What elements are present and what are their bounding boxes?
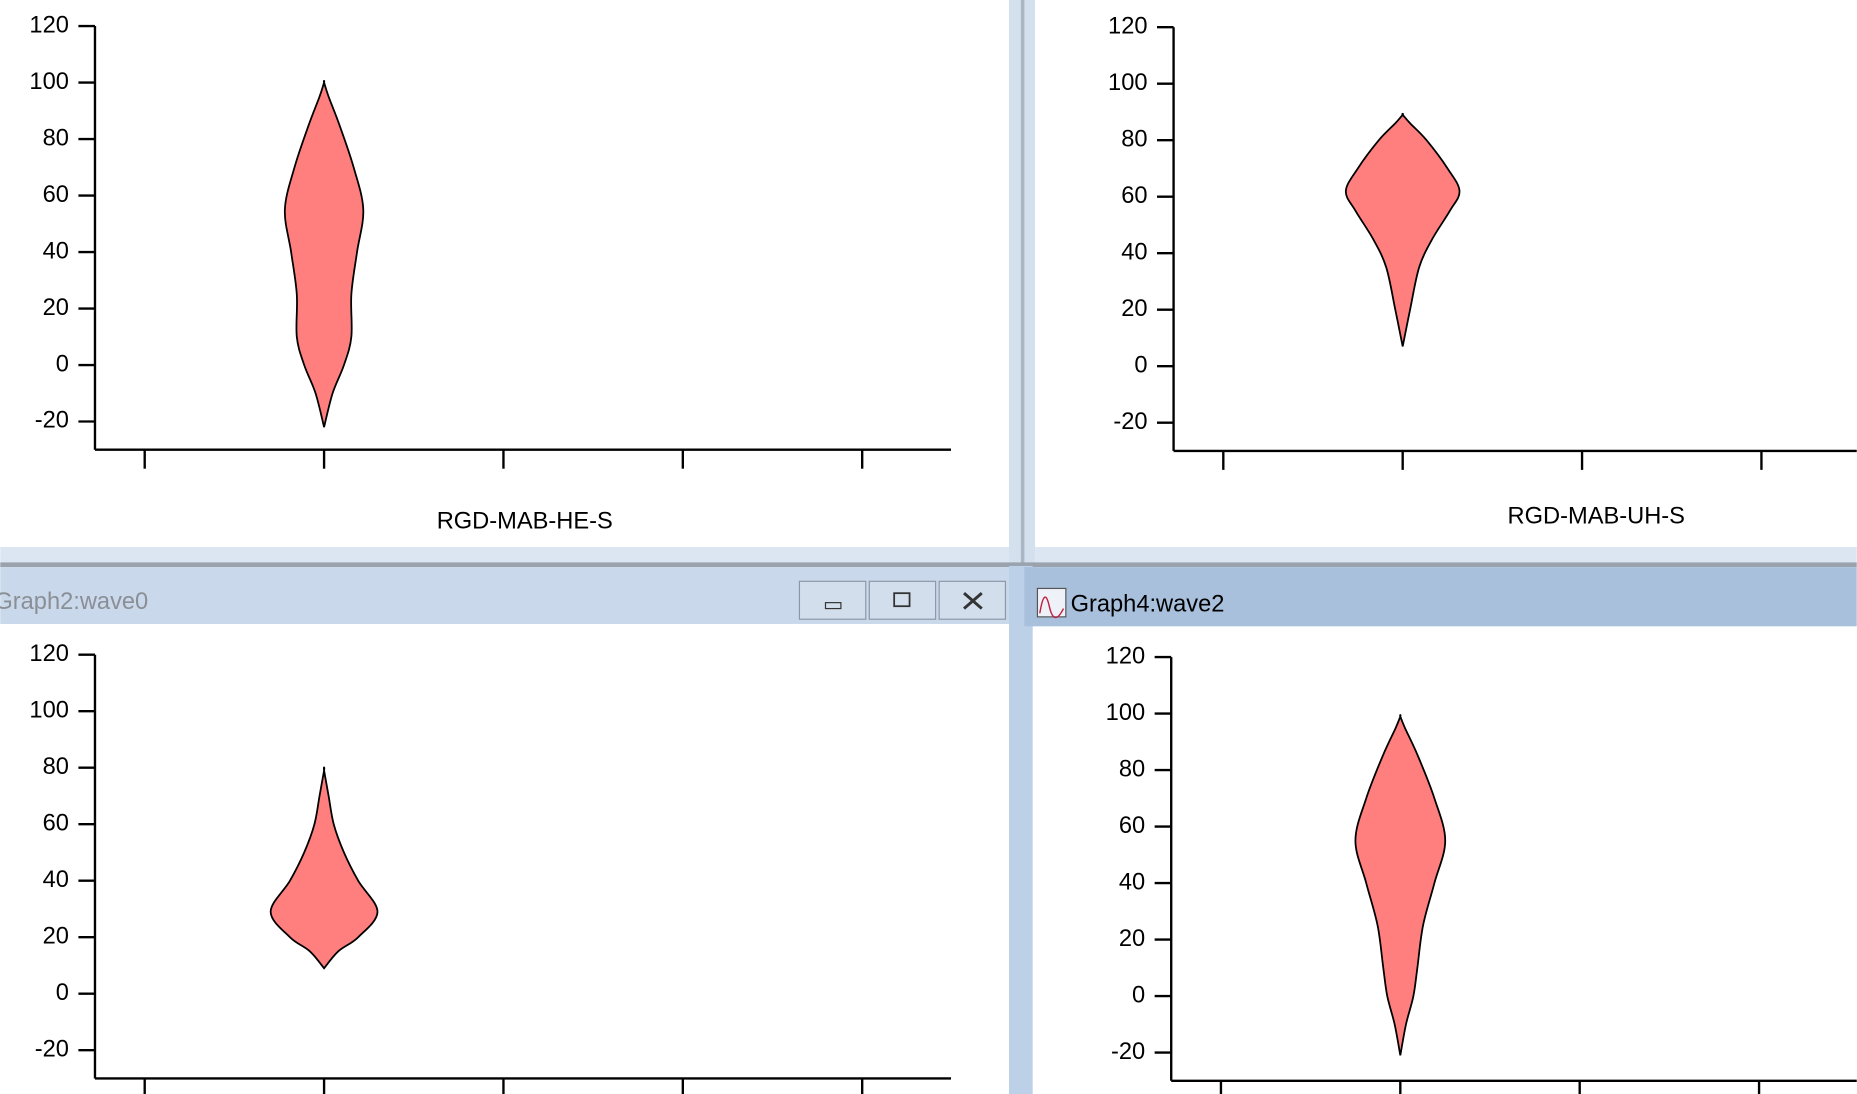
y-tick-label: 0	[56, 351, 69, 377]
y-tick-label: 100	[1106, 700, 1145, 726]
y-tick-label: 80	[43, 754, 69, 780]
y-tick-label: 60	[43, 810, 69, 836]
y-tick-label: 60	[43, 182, 69, 208]
y-tick-label: 20	[43, 295, 69, 321]
y-tick-label: 40	[43, 867, 69, 893]
y-tick-label: -20	[1113, 409, 1147, 435]
x-axis-label: RGD-MAB-HE-S	[437, 508, 613, 534]
minimize-icon	[824, 602, 842, 610]
y-tick-label: 100	[29, 69, 68, 95]
y-tick-label: 0	[56, 980, 69, 1006]
y-tick-label: 120	[29, 641, 68, 667]
violin	[1344, 112, 1461, 347]
violin	[283, 79, 365, 428]
minimize-button[interactable]	[798, 580, 867, 620]
y-tick-label: -20	[35, 1036, 69, 1062]
violin	[269, 766, 379, 970]
window-title: Graph2:wave0	[0, 589, 148, 615]
y-tick-label: -20	[35, 408, 69, 434]
y-tick-label: 40	[1119, 869, 1145, 895]
y-tick-label: 80	[43, 125, 69, 151]
charts: -20 0 20 40 60 80 100 120 RGD-MAB-HE-S -20 0 20 40 60…	[29, 12, 1857, 1094]
pane-border	[1020, 0, 1025, 566]
y-tick-label: 20	[43, 923, 69, 949]
pane-border	[1009, 565, 1033, 1094]
y-tick-label: 0	[1134, 352, 1147, 378]
y-tick-label: 120	[29, 12, 68, 38]
y-tick-label: 40	[1121, 239, 1147, 265]
y-tick-label: 120	[1106, 643, 1145, 669]
window-buttons	[798, 580, 1007, 620]
violin	[1354, 714, 1447, 1056]
y-tick-label: 120	[1108, 13, 1147, 39]
pane-border	[0, 562, 1857, 568]
y-tick-label: 60	[1121, 183, 1147, 209]
y-tick-label: 20	[1121, 296, 1147, 322]
window-title[interactable]: Graph4:wave2	[1071, 591, 1225, 617]
close-icon	[963, 592, 983, 610]
y-tick-label: 0	[1132, 982, 1145, 1008]
y-tick-label: 80	[1119, 756, 1145, 782]
y-tick-label: -20	[1111, 1039, 1145, 1065]
y-tick-label: 60	[1119, 813, 1145, 839]
maximize-button[interactable]	[868, 580, 937, 620]
y-tick-label: 100	[1108, 70, 1147, 96]
y-tick-label: 80	[1121, 126, 1147, 152]
title-bar	[1024, 567, 1857, 627]
graph-icon-line	[1039, 596, 1065, 619]
x-axis-label: RGD-MAB-UH-S	[1508, 504, 1685, 530]
maximize-icon	[893, 592, 911, 608]
y-tick-label: 20	[1119, 926, 1145, 952]
y-tick-label: 100	[29, 697, 68, 723]
window-icon	[1036, 587, 1067, 619]
y-tick-label: 40	[43, 238, 69, 264]
pane-border	[0, 547, 1010, 564]
pane-border	[1035, 547, 1857, 564]
